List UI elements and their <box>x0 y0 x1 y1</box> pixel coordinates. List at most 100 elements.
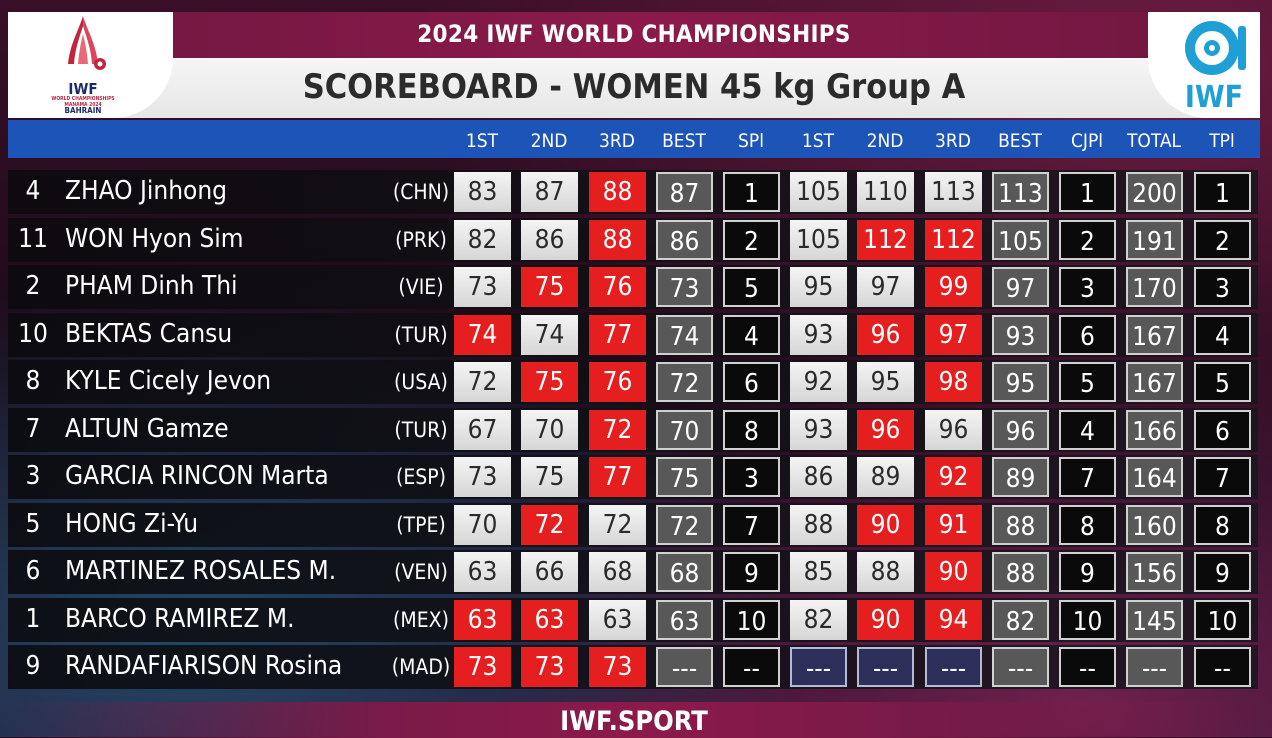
table-row: 3 GARCIA RINCON Marta (ESP) 73 75 77 75 3 86 89 92… <box>8 455 1258 499</box>
cj-place-cell: 6 <box>1059 314 1116 355</box>
lot-number: 6 <box>25 556 41 586</box>
snatch-1st-cell: 63 <box>454 599 511 640</box>
snatch-2nd-cell: 72 <box>521 504 578 545</box>
cj-place-cell: 8 <box>1059 504 1116 545</box>
lot-number: 7 <box>25 413 41 444</box>
cj-1st-cell: 93 <box>790 409 847 450</box>
lot-number: 5 <box>25 508 41 539</box>
cj-place-cell: 3 <box>1059 267 1116 307</box>
logo-sub-text: WORLD CHAMPIONSHIPS MANAMA 2024 <box>51 96 115 108</box>
total-cell: 167 <box>1126 314 1183 355</box>
lot-number: 11 <box>18 223 48 254</box>
total-place-cell: 9 <box>1194 552 1251 592</box>
total-cell: 170 <box>1126 267 1183 307</box>
cj-3rd-cell: 113 <box>925 172 982 212</box>
cj-best-cell: 88 <box>992 504 1049 545</box>
cj-2nd-cell: 96 <box>857 314 914 355</box>
total-place-cell: 3 <box>1194 267 1251 307</box>
table-row: 7 ALTUN Gamze (TUR) 67 70 72 70 8 93 96 96 96 4 166 6 <box>8 407 1258 452</box>
lot-number: 3 <box>25 461 41 491</box>
total-place-cell: 5 <box>1194 362 1251 402</box>
cj-2nd-cell: 90 <box>857 504 914 545</box>
column-header-cj-2nd: 2ND <box>866 130 904 152</box>
snatch-best-cell: 68 <box>656 552 713 592</box>
athlete-name: MARTINEZ ROSALES M. <box>65 556 337 586</box>
cj-2nd-cell: 88 <box>857 552 914 592</box>
snatch-best-cell: 86 <box>656 219 713 260</box>
iwf-logo-text: IWF <box>1184 80 1244 115</box>
cj-place-cell: 4 <box>1059 409 1116 450</box>
snatch-1st-cell: 82 <box>454 219 511 260</box>
cj-3rd-cell: 96 <box>925 409 982 450</box>
column-header-snatch-1st: 1ST <box>465 130 499 152</box>
nation-code: (MAD) <box>391 655 451 679</box>
snatch-place-cell: 4 <box>723 314 780 355</box>
logo-city-text: BAHRAIN <box>64 106 102 115</box>
footer-website: IWF.SPORT <box>560 706 708 737</box>
total-place-cell: 6 <box>1194 409 1251 450</box>
cj-best-cell: 82 <box>992 599 1049 640</box>
table-row: 5 HONG Zi-Yu (TPE) 70 72 72 72 7 88 90 91 88 8 160 8 <box>8 502 1258 547</box>
cj-3rd-cell: 97 <box>925 314 982 355</box>
cj-best-cell: 97 <box>992 267 1049 307</box>
column-header-row: 1ST 2ND 3RD BEST SPl 1ST 2ND 3RD BEST CJPl TOTAL TP… <box>8 120 1260 158</box>
iwf-disc-icon <box>1185 21 1246 75</box>
title-band <box>8 58 1260 118</box>
athlete-name: BARCO RAMIREZ M. <box>65 603 295 634</box>
cj-3rd-cell: 99 <box>925 267 982 307</box>
snatch-place-cell: 6 <box>723 362 780 402</box>
nation-code: (TPE) <box>396 512 446 537</box>
column-header-total: TOTAL <box>1126 130 1182 152</box>
snatch-1st-cell: 73 <box>454 267 511 307</box>
snatch-3rd-cell: 63 <box>589 599 646 640</box>
cj-1st-cell: 95 <box>790 267 847 307</box>
cj-1st-cell: 105 <box>790 172 847 212</box>
cj-2nd-cell: --- <box>857 647 914 687</box>
total-cell: 166 <box>1126 409 1183 450</box>
snatch-2nd-cell: 75 <box>521 362 578 402</box>
column-header-snatch-best: BEST <box>662 130 706 152</box>
column-header-snatch-3rd: 3RD <box>599 130 635 152</box>
snatch-1st-cell: 67 <box>454 409 511 450</box>
column-header-cj-place: CJPl <box>1070 130 1104 152</box>
flame-logo-icon <box>68 16 106 70</box>
snatch-place-cell: 7 <box>723 504 780 545</box>
total-cell: 145 <box>1126 599 1183 640</box>
cj-1st-cell: 93 <box>790 314 847 355</box>
column-header-total-place: TPl <box>1209 130 1235 152</box>
event-strip <box>8 12 1260 58</box>
snatch-best-cell: 72 <box>656 504 713 545</box>
lot-number: 4 <box>25 176 41 206</box>
snatch-3rd-cell: 72 <box>589 504 646 545</box>
snatch-1st-cell: 72 <box>454 362 511 402</box>
cj-place-cell: 10 <box>1059 599 1116 640</box>
nation-code: (USA) <box>394 370 448 394</box>
snatch-best-cell: 63 <box>656 599 713 640</box>
cj-2nd-cell: 96 <box>857 409 914 450</box>
athlete-name: BEKTAS Cansu <box>65 318 233 349</box>
cj-1st-cell: 88 <box>790 504 847 545</box>
snatch-1st-cell: 74 <box>454 314 511 355</box>
table-row: 8 KYLE Cicely Jevon (USA) 72 75 76 72 6 92 95 98 95… <box>8 360 1258 404</box>
snatch-1st-cell: 73 <box>454 647 511 687</box>
total-cell: --- <box>1126 647 1183 687</box>
athlete-name: RANDAFIARISON Rosina <box>65 651 343 681</box>
athlete-name: WON Hyon Sim <box>65 223 244 254</box>
athlete-name: GARCIA RINCON Marta <box>65 461 329 491</box>
snatch-place-cell: 2 <box>723 219 780 260</box>
snatch-2nd-cell: 74 <box>521 314 578 355</box>
athlete-name: ZHAO Jinhong <box>65 176 228 206</box>
snatch-3rd-cell: 88 <box>589 172 646 212</box>
championship-logo: IWF WORLD CHAMPIONSHIPS MANAMA 2024 BAHR… <box>8 12 173 118</box>
snatch-3rd-cell: 76 <box>589 267 646 307</box>
cj-3rd-cell: 94 <box>925 599 982 640</box>
footer-bar <box>8 702 1260 738</box>
column-header-cj-1st: 1ST <box>801 130 835 152</box>
snatch-2nd-cell: 86 <box>521 219 578 260</box>
snatch-place-cell: 9 <box>723 552 780 592</box>
table-row: 2 PHAM Dinh Thi (VIE) 73 75 76 73 5 95 97 99 97 3 170… <box>8 265 1258 309</box>
lot-number: 10 <box>18 318 48 349</box>
table-row: 11 WON Hyon Sim (PRK) 82 86 88 86 2 105 112 112 105… <box>8 217 1258 262</box>
snatch-2nd-cell: 70 <box>521 409 578 450</box>
nation-code: (TUR) <box>394 322 448 347</box>
